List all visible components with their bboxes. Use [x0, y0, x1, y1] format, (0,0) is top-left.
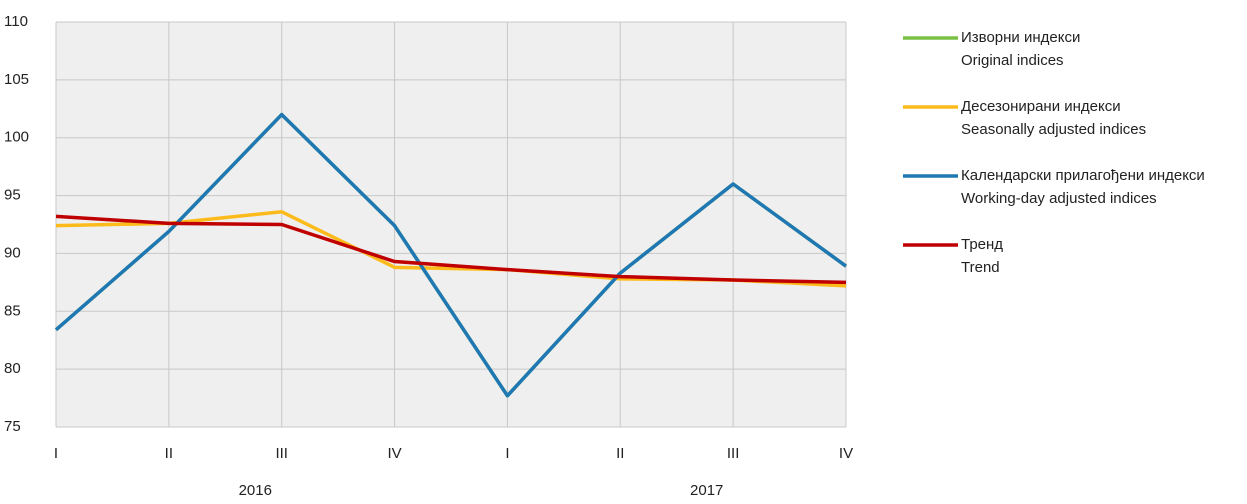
y-tick-label: 80: [4, 360, 21, 377]
legend-label-en: Original indices: [961, 52, 1064, 69]
x-group-label: 2016: [239, 482, 272, 499]
legend-label: Десезонирани индекси: [961, 98, 1121, 115]
x-tick-label: IV: [387, 445, 401, 462]
y-tick-label: 110: [4, 13, 28, 30]
x-tick-label: III: [275, 445, 288, 462]
legend-label: Изворни индекси: [961, 29, 1080, 46]
legend-label-en: Working-day adjusted indices: [961, 190, 1157, 207]
series-line: [54, 112, 848, 398]
y-tick-label: 100: [4, 129, 29, 146]
y-tick-label: 90: [4, 244, 21, 261]
y-tick-label: 105: [4, 71, 29, 88]
x-tick-label: II: [165, 445, 173, 462]
x-tick-label: II: [616, 445, 624, 462]
legend-label: Календарски прилагођени индекси: [961, 167, 1205, 184]
x-tick-label: I: [505, 445, 509, 462]
y-tick-label: 85: [4, 302, 21, 319]
legend-label: Тренд: [961, 236, 1003, 253]
x-group-label: 2017: [690, 482, 723, 499]
legend-label-en: Seasonally adjusted indices: [961, 121, 1146, 138]
x-tick-label: I: [54, 445, 58, 462]
y-tick-label: 75: [4, 418, 21, 435]
x-tick-label: III: [727, 445, 740, 462]
legend-label-en: Trend: [961, 259, 1000, 276]
y-tick-label: 95: [4, 187, 21, 204]
series-line: [55, 214, 847, 285]
x-tick-label: IV: [839, 445, 853, 462]
